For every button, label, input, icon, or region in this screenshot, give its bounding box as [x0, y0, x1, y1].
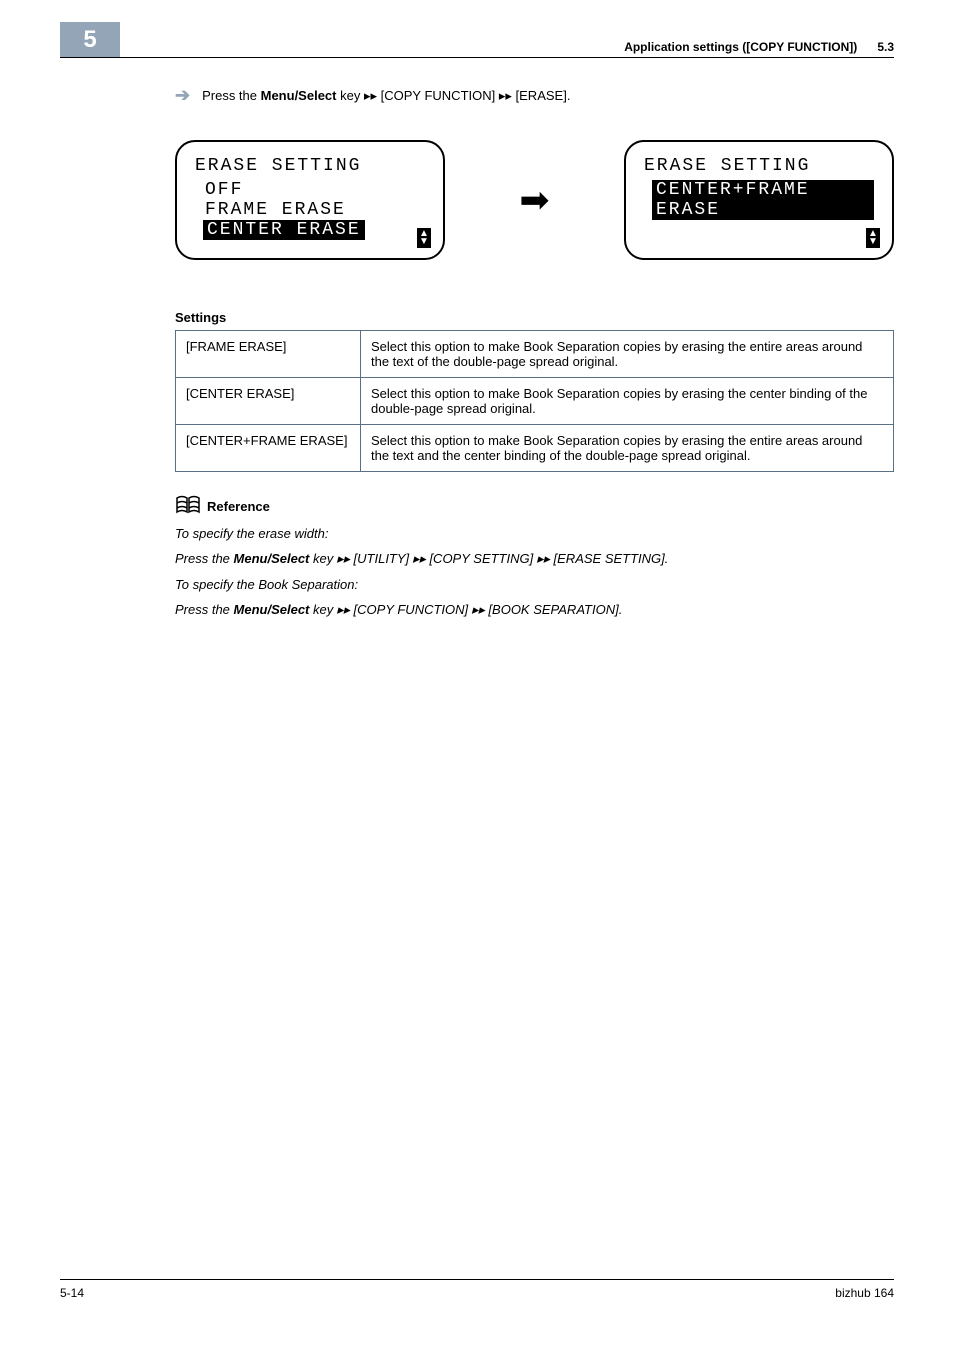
instruction-prefix: Press the	[202, 88, 261, 103]
cell-r2c1: [CENTER ERASE]	[176, 378, 361, 425]
instruction-bold: Menu/Select	[261, 88, 337, 103]
play-icon: ▸▸	[337, 551, 350, 567]
screen-left-item3: CENTER ERASE	[203, 220, 365, 240]
screen-left-item2: FRAME ERASE	[203, 200, 425, 220]
play-icon: ▸▸	[537, 551, 550, 567]
header-rule	[60, 57, 894, 58]
ref2b: Menu/Select	[234, 551, 310, 566]
ref-line-2: Press the Menu/Select key ▸▸ [UTILITY] ▸…	[175, 551, 894, 567]
settings-table: [FRAME ERASE] Select this option to make…	[175, 330, 894, 472]
instruction-p2: [ERASE].	[512, 88, 571, 103]
page-tab: 5	[60, 22, 120, 57]
ref4b: Menu/Select	[234, 602, 310, 617]
cell-r3c2: Select this option to make Book Separati…	[361, 425, 894, 472]
book-icon	[175, 495, 201, 518]
reference-heading: Reference	[207, 499, 270, 514]
settings-heading: Settings	[175, 310, 226, 325]
screen-right-item1: CENTER+FRAME ERASE	[652, 180, 874, 220]
ref2a: Press the	[175, 551, 234, 566]
footer-right: bizhub 164	[835, 1286, 894, 1300]
header-left: Application settings ([COPY FUNCTION])	[624, 40, 857, 54]
ref-line-1: To specify the erase width:	[175, 526, 894, 541]
screen-left: ERASE SETTING OFF FRAME ERASE CENTER ERA…	[175, 140, 445, 260]
play-icon: ▸▸	[472, 602, 485, 618]
scroll-icon: ▲▼	[866, 228, 880, 248]
table-row: [CENTER ERASE] Select this option to mak…	[176, 378, 894, 425]
ref2p3: [ERASE SETTING].	[550, 551, 668, 566]
instruction-text: Press the Menu/Select key ▸▸ [COPY FUNCT…	[202, 88, 570, 104]
reference-heading-row: Reference	[175, 495, 894, 518]
cell-r1c2: Select this option to make Book Separati…	[361, 331, 894, 378]
screen-right: ERASE SETTING CENTER+FRAME ERASE ▲▼	[624, 140, 894, 260]
big-arrow-icon: ➡	[519, 179, 549, 221]
ref-line-4: Press the Menu/Select key ▸▸ [COPY FUNCT…	[175, 602, 894, 618]
scroll-icon: ▲▼	[417, 228, 431, 248]
instruction-line: ➔ Press the Menu/Select key ▸▸ [COPY FUN…	[175, 85, 570, 106]
page-footer: 5-14 bizhub 164	[60, 1279, 894, 1300]
ref4p2: [BOOK SEPARATION].	[485, 602, 623, 617]
ref4c: key	[309, 602, 336, 617]
page-tab-number: 5	[83, 26, 96, 54]
header-right: 5.3	[877, 40, 894, 54]
ref4p1: [COPY FUNCTION]	[350, 602, 472, 617]
play-icon: ▸▸	[364, 88, 377, 104]
table-row: [FRAME ERASE] Select this option to make…	[176, 331, 894, 378]
instruction-mid: key	[336, 88, 363, 103]
ref2c: key	[309, 551, 336, 566]
play-icon: ▸▸	[499, 88, 512, 104]
footer-left: 5-14	[60, 1286, 84, 1300]
cell-r2c2: Select this option to make Book Separati…	[361, 378, 894, 425]
ref4a: Press the	[175, 602, 234, 617]
ref2p1: [UTILITY]	[350, 551, 413, 566]
page-header: Application settings ([COPY FUNCTION]) 5…	[624, 40, 894, 54]
play-icon: ▸▸	[413, 551, 426, 567]
screen-left-item1: OFF	[203, 180, 425, 200]
ref2p2: [COPY SETTING]	[426, 551, 537, 566]
instruction-p1: [COPY FUNCTION]	[377, 88, 499, 103]
arrow-icon: ➔	[175, 85, 190, 106]
ref-line-3: To specify the Book Separation:	[175, 577, 894, 592]
table-row: [CENTER+FRAME ERASE] Select this option …	[176, 425, 894, 472]
cell-r3c1: [CENTER+FRAME ERASE]	[176, 425, 361, 472]
cell-r1c1: [FRAME ERASE]	[176, 331, 361, 378]
screen-left-title: ERASE SETTING	[195, 156, 425, 176]
reference-block: Reference To specify the erase width: Pr…	[175, 495, 894, 628]
screens-row: ERASE SETTING OFF FRAME ERASE CENTER ERA…	[175, 140, 894, 260]
screen-right-title: ERASE SETTING	[644, 156, 874, 176]
play-icon: ▸▸	[337, 602, 350, 618]
